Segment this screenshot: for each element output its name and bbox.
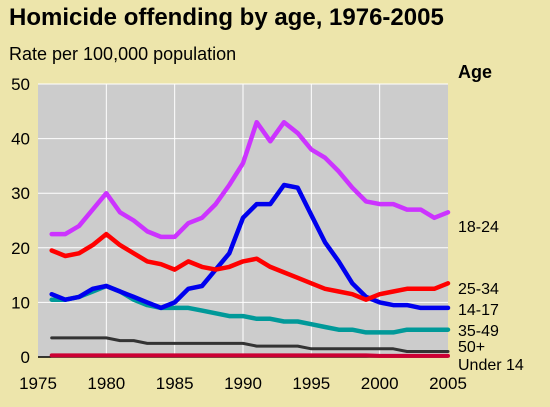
y-tick-label: 0 [21,348,30,367]
series-label-35-49: 35-49 [458,323,499,340]
x-tick-label: 2005 [429,374,467,393]
series-line-18-24 [49,119,451,240]
series-line-under-14 [49,353,450,358]
legend-title: Age [458,62,492,82]
y-tick-label: 40 [11,130,30,149]
x-tick-label: 2000 [361,374,399,393]
x-tick-label: 1995 [292,374,330,393]
series-lines [49,119,451,358]
series-label-25-34: 25-34 [458,281,499,298]
series-label-14-17: 14-17 [458,302,499,319]
x-tick-label: 1975 [19,374,57,393]
y-tick-label: 50 [11,75,30,94]
series-label-50-: 50+ [458,339,485,356]
series-label-18-24: 18-24 [458,219,499,236]
y-tick-label: 30 [11,184,30,203]
series-line-25-34 [49,231,451,302]
x-tick-label: 1990 [224,374,262,393]
series-line-50- [50,336,450,353]
y-tick-label: 20 [11,239,30,258]
series-label-under-14: Under 14 [458,357,524,374]
x-tick-label: 1985 [156,374,194,393]
chart-subtitle: Rate per 100,000 population [9,44,237,64]
series-line-14-17 [49,182,451,311]
y-tick-label: 10 [11,293,30,312]
x-tick-label: 1980 [87,374,125,393]
chart-title: Homicide offending by age, 1976-2005 [9,4,444,31]
